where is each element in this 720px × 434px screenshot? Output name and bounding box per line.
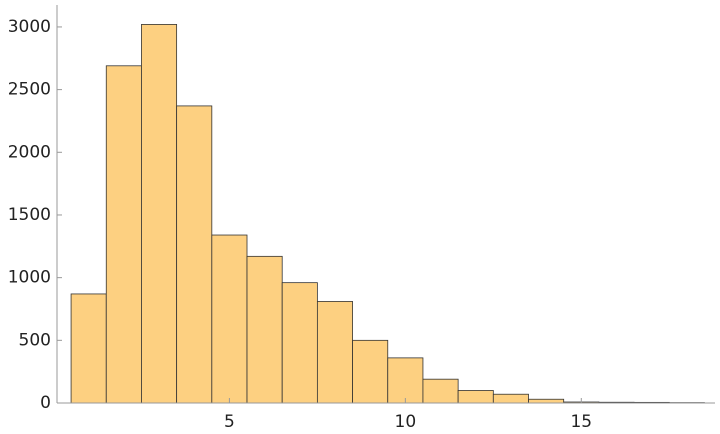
x-tick-label: 10 [395,412,417,432]
bar [422,378,459,404]
y-tick-label: 3000 [8,17,51,37]
bar [176,105,213,404]
bar [352,339,389,404]
y-tick-label: 2500 [8,80,51,100]
y-tick-label: 2000 [8,142,51,162]
bar [105,65,142,404]
bar [281,282,318,404]
x-tick-label: 15 [570,412,592,432]
bar [387,357,424,404]
y-tick-label: 0 [40,393,51,413]
x-tick-label: 5 [224,412,235,432]
y-tick-label: 500 [19,330,51,350]
bar [528,398,565,404]
bar [211,234,248,404]
bar [316,301,353,404]
bar [141,24,178,404]
bar [70,293,107,404]
bar [492,393,529,404]
y-tick-label: 1500 [8,205,51,225]
bar [457,390,494,404]
y-tick-label: 1000 [8,268,51,288]
bar [246,255,283,404]
